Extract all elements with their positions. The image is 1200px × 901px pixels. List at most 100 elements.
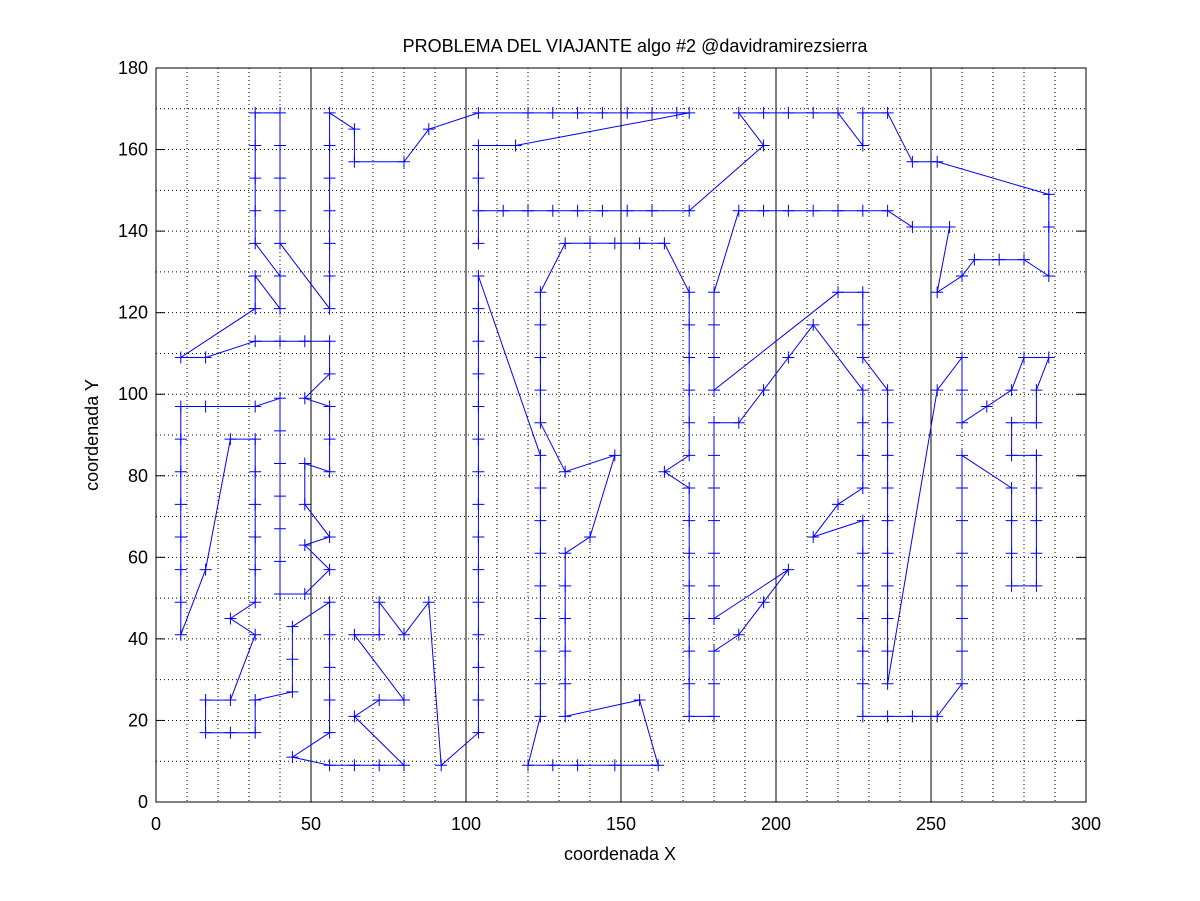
city-point-marker xyxy=(658,465,671,478)
city-point-marker xyxy=(274,555,286,568)
city-point-marker xyxy=(1030,482,1043,495)
city-point-marker xyxy=(323,759,336,772)
y-tick-label: 140 xyxy=(118,221,148,241)
city-point-marker xyxy=(472,596,485,609)
city-point-marker xyxy=(1030,449,1043,462)
city-point-marker xyxy=(956,449,968,462)
city-point-marker xyxy=(472,367,485,380)
city-point-marker xyxy=(732,106,745,119)
city-point-marker xyxy=(323,628,336,641)
city-point-marker xyxy=(249,498,262,511)
city-point-marker xyxy=(832,106,844,119)
city-point-marker xyxy=(472,661,485,674)
city-point-marker xyxy=(658,237,671,250)
city-point-marker xyxy=(472,172,485,185)
y-tick-label: 160 xyxy=(118,140,148,160)
city-point-marker xyxy=(249,302,262,315)
city-point-marker xyxy=(472,269,485,282)
city-point-marker xyxy=(584,530,596,543)
city-point-marker xyxy=(534,645,547,658)
city-point-marker xyxy=(1042,269,1055,282)
city-point-marker xyxy=(373,628,386,641)
city-point-marker xyxy=(224,433,237,446)
city-point-marker xyxy=(584,237,596,250)
city-point-marker xyxy=(683,286,696,299)
city-point-marker xyxy=(323,269,336,282)
city-point-marker xyxy=(1005,579,1018,592)
city-point-marker xyxy=(608,237,621,250)
city-point-marker xyxy=(472,204,485,217)
city-point-marker xyxy=(708,612,720,625)
city-point-marker xyxy=(757,204,770,217)
city-point-marker xyxy=(323,335,336,348)
city-point-marker xyxy=(174,351,187,364)
city-point-marker xyxy=(708,547,720,560)
city-point-marker xyxy=(856,449,869,462)
city-point-marker xyxy=(274,269,286,282)
city-point-marker xyxy=(956,677,968,690)
city-point-marker xyxy=(534,482,547,495)
city-point-marker xyxy=(534,449,547,462)
city-point-marker xyxy=(856,710,869,723)
city-point-marker xyxy=(422,123,435,136)
city-point-marker xyxy=(534,547,547,560)
city-point-marker xyxy=(274,302,286,315)
city-point-marker xyxy=(670,106,683,119)
city-point-marker xyxy=(348,628,361,641)
city-point-marker xyxy=(683,677,696,690)
city-point-marker xyxy=(708,384,720,397)
city-point-marker xyxy=(782,106,795,119)
city-point-marker xyxy=(646,204,658,217)
city-point-marker xyxy=(621,106,634,119)
city-point-marker xyxy=(472,237,485,250)
city-point-marker xyxy=(435,759,448,772)
city-point-marker xyxy=(708,449,720,462)
city-point-marker xyxy=(323,302,336,315)
city-point-marker xyxy=(274,457,286,470)
city-point-marker xyxy=(472,465,485,478)
city-point-marker xyxy=(546,204,559,217)
city-point-marker xyxy=(174,498,187,511)
city-point-marker xyxy=(286,685,299,698)
city-point-marker xyxy=(652,759,665,772)
city-point-marker xyxy=(1018,253,1030,266)
city-point-marker xyxy=(980,400,993,413)
city-point-marker xyxy=(571,759,584,772)
city-point-marker xyxy=(559,710,572,723)
city-point-marker xyxy=(224,612,237,625)
city-point-marker xyxy=(348,155,361,168)
city-point-marker xyxy=(782,563,795,576)
city-point-marker xyxy=(881,547,894,560)
city-point-marker xyxy=(708,318,720,331)
city-point-marker xyxy=(881,645,894,658)
city-point-marker xyxy=(881,416,894,429)
city-point-marker xyxy=(249,139,262,152)
city-point-marker xyxy=(906,710,919,723)
city-point-marker xyxy=(174,563,187,576)
city-point-marker xyxy=(956,612,968,625)
city-point-marker xyxy=(323,400,336,413)
city-point-marker xyxy=(621,204,634,217)
city-point-marker xyxy=(534,514,547,527)
city-point-marker xyxy=(559,547,572,560)
city-point-marker xyxy=(807,318,820,331)
city-point-marker xyxy=(683,612,696,625)
city-point-marker xyxy=(1030,384,1043,397)
city-point-marker xyxy=(274,335,286,348)
city-point-marker xyxy=(398,155,410,168)
city-point-marker xyxy=(286,751,299,764)
city-point-marker xyxy=(323,465,336,478)
city-point-marker xyxy=(472,302,485,315)
city-point-marker xyxy=(956,384,968,397)
city-point-marker xyxy=(522,204,534,217)
chart-title: PROBLEMA DEL VIAJANTE algo #2 @davidrami… xyxy=(403,36,869,56)
vertical-reference-lines xyxy=(310,68,932,802)
city-point-marker xyxy=(224,726,237,739)
city-point-marker xyxy=(534,384,547,397)
city-point-marker xyxy=(856,286,869,299)
city-point-marker xyxy=(782,351,795,364)
city-point-marker xyxy=(856,106,869,119)
city-point-marker xyxy=(398,759,410,772)
city-point-marker xyxy=(1030,547,1043,560)
city-point-marker xyxy=(472,400,485,413)
